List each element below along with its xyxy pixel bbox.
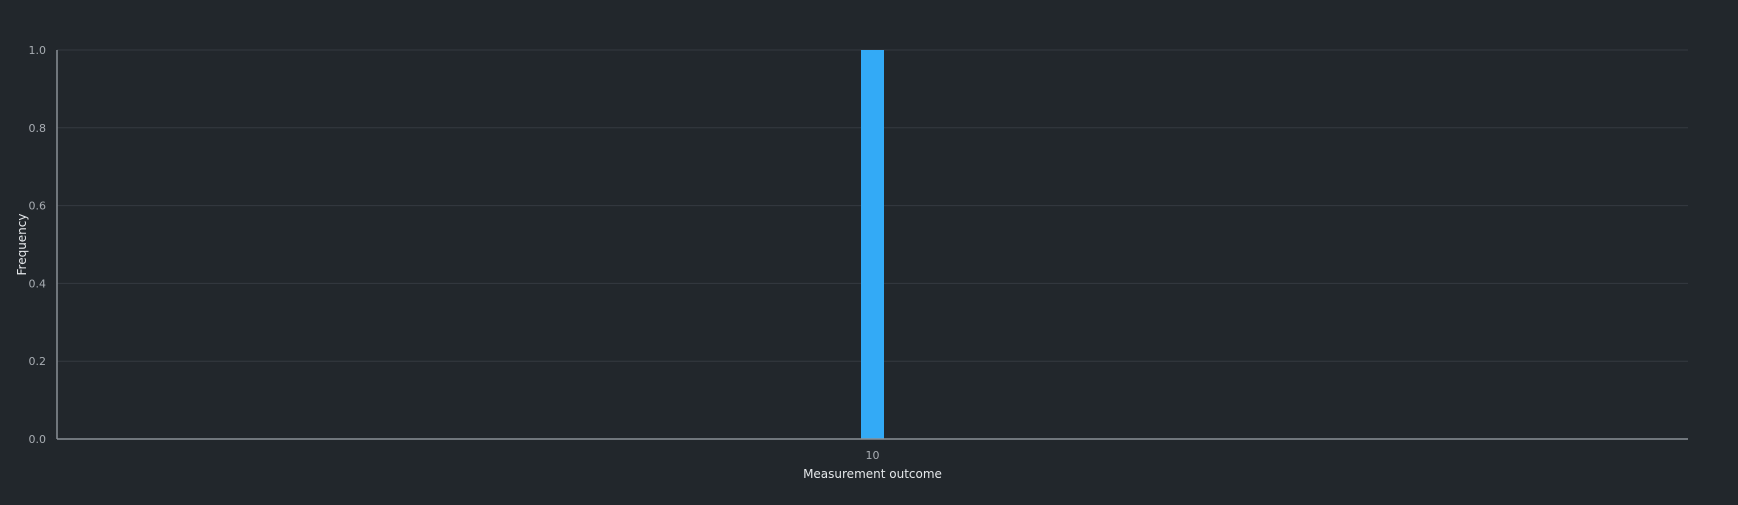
bar	[861, 50, 884, 439]
y-axis-title: Frequency	[15, 214, 29, 276]
x-tick-labels: 10	[866, 449, 880, 462]
x-axis-title: Measurement outcome	[803, 467, 942, 481]
bars	[861, 50, 884, 439]
axes	[56, 50, 1688, 440]
y-tick-label: 0.8	[29, 122, 47, 135]
x-tick-label: 10	[866, 449, 880, 462]
y-tick-label: 0.2	[29, 355, 47, 368]
y-tick-label: 0.6	[29, 200, 47, 213]
y-tick-label: 1.0	[29, 44, 47, 57]
y-tick-labels: 0.0 0.2 0.4 0.6 0.8 1.0	[29, 44, 47, 446]
y-tick-label: 0.4	[29, 277, 47, 290]
y-tick-label: 0.0	[29, 433, 47, 446]
